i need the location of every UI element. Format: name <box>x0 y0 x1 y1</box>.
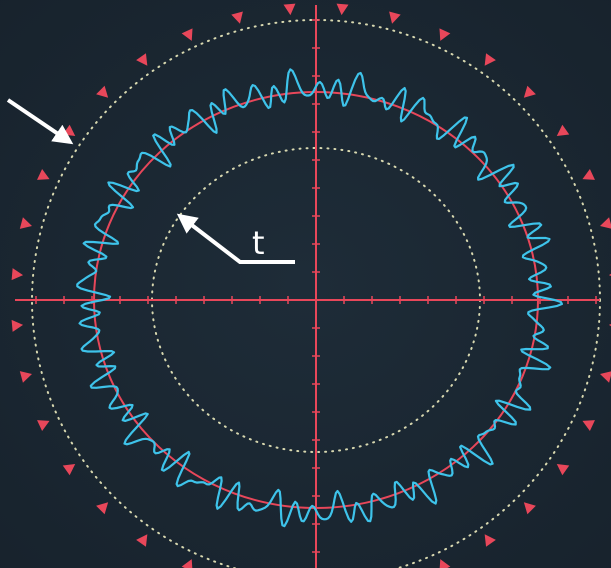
annotation-label: t <box>252 224 265 262</box>
page: {"annotation": {"label": "t"}} t (() => … <box>0 0 611 568</box>
background <box>0 0 611 568</box>
scope-screen: t <box>0 0 611 568</box>
